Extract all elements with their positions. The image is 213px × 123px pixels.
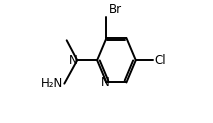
- Text: N: N: [69, 54, 78, 67]
- Text: H₂N: H₂N: [41, 77, 63, 90]
- Text: N: N: [101, 76, 110, 89]
- Text: Br: Br: [109, 3, 122, 16]
- Text: Cl: Cl: [154, 54, 166, 67]
